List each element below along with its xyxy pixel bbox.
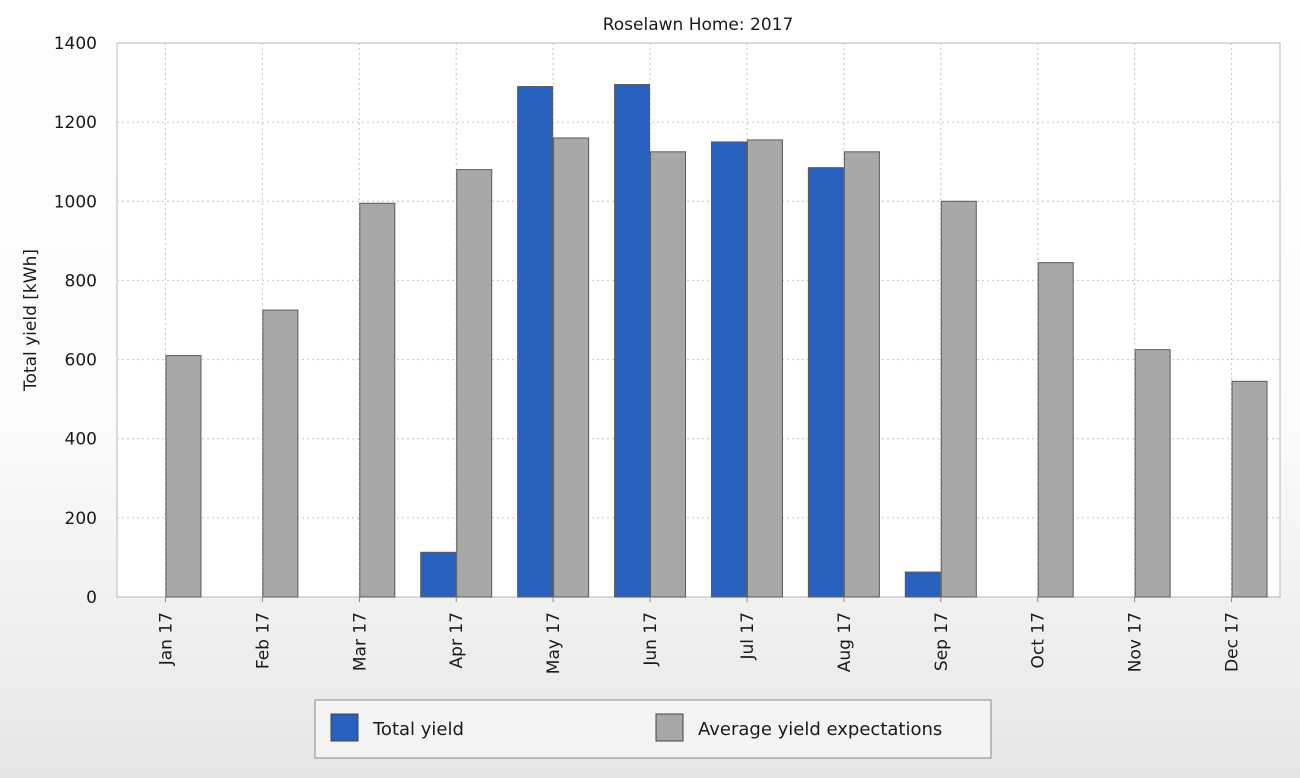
y-tick-label: 1400 [54,34,97,54]
x-tick-label: Nov 17 [1126,612,1146,672]
bar-average-yield [553,137,590,598]
x-tick-label: Oct 17 [1029,612,1049,668]
bar-average-yield [359,202,396,598]
bar-average-yield [940,200,977,598]
x-tick-label: Aug 17 [835,612,855,672]
y-axis-ticks: 0 200 400 600 800 1000 1200 1400 [54,34,97,608]
y-tick-label: 800 [65,271,97,291]
legend-label-total-yield: Total yield [372,719,464,740]
x-tick-label: Feb 17 [253,612,273,669]
x-tick-label: Jun 17 [641,612,661,667]
bars [165,84,1268,598]
bar-total-yield [710,141,747,598]
plot-area [116,42,1281,598]
bar-average-yield [1134,349,1171,598]
bar-total-yield [904,571,941,598]
bar-average-yield [650,151,687,598]
legend-label-average-yield: Average yield expectations [698,719,942,740]
legend-swatch-average-yield [655,713,684,742]
x-tick-label: Mar 17 [350,612,370,671]
x-tick-label: May 17 [544,612,564,674]
y-tick-label: 0 [86,588,97,608]
x-tick-label: Jul 17 [738,612,758,661]
x-axis-ticks: Jan 17 Feb 17 Mar 17 Apr 17 May 17 Jun 17 Jul … [156,597,1243,674]
y-axis-label: Total yield [kWh] [21,249,41,392]
bar-average-yield [1231,380,1268,598]
legend: Total yield Average yield expectations [314,699,992,759]
y-tick-label: 400 [65,430,97,450]
bar-total-yield [517,86,554,598]
x-tick-label: Jan 17 [156,612,176,666]
bar-average-yield [165,355,202,598]
y-tick-label: 1000 [54,192,97,212]
bar-total-yield [420,551,457,598]
y-tick-label: 1200 [54,113,97,133]
x-tick-label: Sep 17 [932,612,952,671]
bar-average-yield [843,151,880,598]
chart-title: Roselawn Home: 2017 [603,15,794,35]
bar-average-yield [746,139,783,598]
bar-average-yield [262,309,299,598]
y-tick-label: 200 [65,509,97,529]
y-tick-label: 600 [65,351,97,371]
bar-total-yield [614,84,651,598]
x-tick-label: Dec 17 [1223,612,1243,672]
bar-total-yield [807,167,844,598]
x-tick-label: Apr 17 [447,612,467,668]
legend-swatch-total-yield [330,713,359,742]
legend-box [314,699,992,759]
bar-average-yield [456,169,493,598]
bar-average-yield [1037,262,1074,598]
